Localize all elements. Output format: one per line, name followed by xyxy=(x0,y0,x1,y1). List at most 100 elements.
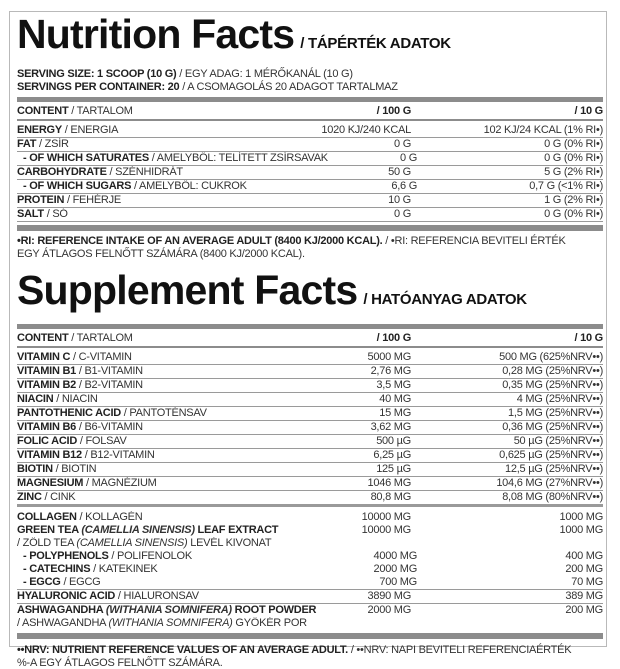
label-hu: / ZÖLD TEA xyxy=(17,537,76,549)
label-en: MAGNESIUM xyxy=(17,477,83,489)
label-en: VITAMIN B2 xyxy=(17,379,76,391)
value-per-100g-text: 3,62 MG xyxy=(371,421,411,434)
value-per-10g: 0 G (0% RI•) xyxy=(411,208,603,221)
label-hu: / ENERGIA xyxy=(65,124,118,136)
label-en: ENERGY xyxy=(17,124,62,136)
facts-panel: Nutrition Facts / TÁPÉRTÉK ADATOK SERVING… xyxy=(17,12,603,669)
value-per-10g: 389 MG xyxy=(411,590,603,603)
row-label: VITAMIN B2 / B2-VITAMIN xyxy=(17,379,411,392)
row-label: NIACIN / NIACIN xyxy=(17,393,411,406)
value-per-10g: 104,6 MG (27%NRV••) xyxy=(411,477,603,490)
header-content: CONTENT / TARTALOM xyxy=(17,331,411,346)
label-hu-italic: (CAMELLIA SINENSIS) xyxy=(76,537,187,549)
label-en: ASHWAGANDHA xyxy=(17,604,106,616)
label-en: - EGCG xyxy=(23,576,61,588)
label-hu: / B2-VITAMIN xyxy=(79,379,143,391)
value-per-10g: 0,36 MG (25%NRV••) xyxy=(411,421,603,434)
ri-note-line2: EGY ÁTLAGOS FELNŐTT SZÁMÁRA (8400 KJ/200… xyxy=(17,248,603,261)
label-hu: / AMELYBŐL: TELÍTETT ZSÍRSAVAK xyxy=(152,152,328,164)
label-en: COLLAGEN xyxy=(17,511,77,523)
row-label: ASHWAGANDHA (WITHANIA SOMNIFERA) ROOT PO… xyxy=(17,604,411,617)
supplement-title: Supplement Facts/ HATÓANYAG ADATOK xyxy=(17,268,603,322)
value-per-100g-text: 15 MG xyxy=(379,407,411,420)
nutrition-title-text: Nutrition Facts xyxy=(17,11,294,57)
label-hu: / KATEKINEK xyxy=(93,563,157,575)
header-content-en: CONTENT xyxy=(17,105,68,117)
label-en: - CATECHINS xyxy=(23,563,90,575)
row-label: PANTOTHENIC ACID / PANTOTÉNSAV xyxy=(17,407,411,420)
nutrition-subtitle: / TÁPÉRTÉK ADATOK xyxy=(300,35,450,52)
label-hu: / C-VITAMIN xyxy=(73,351,132,363)
value-per-100g-text: 10000 MG xyxy=(362,511,411,524)
row-label: - CATECHINS / KATEKINEK xyxy=(17,563,417,576)
value-per-100g-text: 3890 MG xyxy=(368,590,412,603)
ri-note: •RI: REFERENCE INTAKE OF AN AVERAGE ADUL… xyxy=(17,235,603,248)
header-per-100g: / 100 G xyxy=(377,332,411,344)
header-content-en: CONTENT xyxy=(17,332,68,344)
label-en-italic: (WITHANIA SOMNIFERA) xyxy=(106,604,232,616)
label-en: SALT xyxy=(17,208,44,220)
value-per-10g: 0 G (0% RI•) xyxy=(411,138,603,151)
nrv-note-en: ••NRV: NUTRIENT REFERENCE VALUES OF AN A… xyxy=(17,644,348,656)
label-hu-italic: (WITHANIA SOMNIFERA) xyxy=(108,617,232,629)
value-per-100g-text: 5000 MG xyxy=(368,351,412,364)
label-hu: / CINK xyxy=(44,491,75,503)
label-en: FAT xyxy=(17,138,36,150)
value-per-10g: 12,5 µG (25%NRV••) xyxy=(411,463,603,476)
header-per-10g: / 10 G xyxy=(575,332,603,344)
label-en: PANTOTHENIC ACID xyxy=(17,407,121,419)
label-hu: / EGCG xyxy=(63,576,100,588)
label-hu: / AMELYBŐL: CUKROK xyxy=(134,180,247,192)
value-per-100g-text: 1046 MG xyxy=(368,477,412,490)
value-per-10g: 1000 MG xyxy=(411,524,603,537)
value-per-10g: 0,35 MG (25%NRV••) xyxy=(411,379,603,392)
value-per-10g: 400 MG xyxy=(417,550,603,563)
value-per-10g: 1000 MG xyxy=(411,511,603,524)
row-label: BIOTIN / BIOTIN xyxy=(17,463,411,476)
serving-size-en: SERVING SIZE: 1 SCOOP (10 G) xyxy=(17,68,176,80)
header-content-hu: / TARTALOM xyxy=(71,332,132,344)
label-hu: / MAGNÉZIUM xyxy=(86,477,157,489)
label-en: CARBOHYDRATE xyxy=(17,166,107,178)
value-per-10g: 4 MG (25%NRV••) xyxy=(411,393,603,406)
label-en: VITAMIN B12 xyxy=(17,449,82,461)
servings-hu: / A CSOMAGOLÁS 20 ADAGOT TARTALMAZ xyxy=(182,81,397,93)
value-per-100g-text: 700 MG xyxy=(379,576,417,589)
table-row-continuation: / ZÖLD TEA (CAMELLIA SINENSIS) LEVÉL KIV… xyxy=(17,537,603,550)
value-per-10g: 1,5 MG (25%NRV••) xyxy=(411,407,603,420)
label-en: HYALURONIC ACID xyxy=(17,590,115,602)
header-content: CONTENT / TARTALOM xyxy=(17,104,411,119)
label-hu-tail: GYÖKÉR POR xyxy=(233,617,307,629)
label-en: VITAMIN B6 xyxy=(17,421,76,433)
label-hu: / KOLLAGÉN xyxy=(80,511,143,523)
value-per-10g: 102 KJ/24 KCAL (1% RI•) xyxy=(411,124,603,137)
value-per-100g-text: 10000 MG xyxy=(362,524,411,537)
row-label: VITAMIN B1 / B1-VITAMIN xyxy=(17,365,411,378)
label-hu: / ZSÍR xyxy=(39,138,69,150)
value-per-10g: 1 G (2% RI•) xyxy=(411,194,603,207)
value-per-100g-text: 2000 MG xyxy=(368,604,412,617)
divider-bar xyxy=(17,225,603,231)
supplement-title-text: Supplement Facts xyxy=(17,267,357,313)
value-per-100g-text: 500 µG xyxy=(376,435,411,448)
label-en: - POLYPHENOLS xyxy=(23,550,109,562)
label-en: - OF WHICH SATURATES xyxy=(23,152,149,164)
label-hu: / B6-VITAMIN xyxy=(79,421,143,433)
row-label: FOLIC ACID / FOLSAV xyxy=(17,435,411,448)
